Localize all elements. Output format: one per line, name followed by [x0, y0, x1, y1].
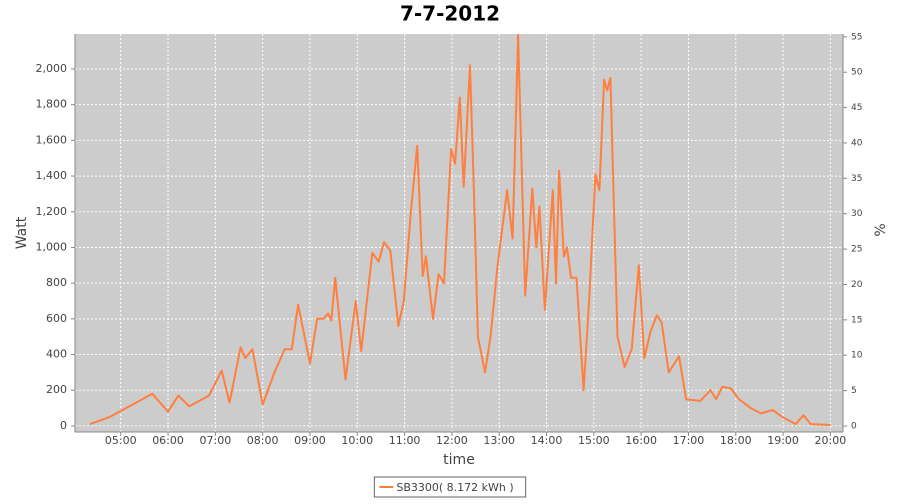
x-tick-label: 14:00 [531, 434, 563, 447]
y-tick-label: 600 [46, 312, 67, 325]
x-tick-label: 09:00 [294, 434, 326, 447]
y2-tick-label: 30 [851, 209, 863, 219]
y-tick-label: 1,800 [36, 98, 68, 111]
y-tick-label: 1,400 [36, 169, 68, 182]
x-tick-label: 06:00 [152, 434, 184, 447]
y-axis-label: Watt [14, 216, 30, 249]
y2-tick-label: 25 [851, 245, 862, 255]
chart-title: 7-7-2012 [400, 2, 500, 26]
y2-tick-label: 50 [851, 68, 863, 78]
y-tick-label: 200 [46, 383, 67, 396]
y2-tick-label: 45 [851, 103, 862, 113]
x-tick-label: 20:00 [815, 434, 847, 447]
y2-tick-label: 40 [851, 138, 863, 148]
x-tick-label: 15:00 [578, 434, 610, 447]
x-tick-label: 05:00 [105, 434, 137, 447]
y-tick-label: 2,000 [36, 62, 68, 75]
y2-tick-label: 0 [851, 421, 857, 431]
plot-area [75, 34, 843, 432]
x-tick-label: 10:00 [341, 434, 373, 447]
y-tick-label: 1,200 [36, 205, 68, 218]
legend-label: SB3300( 8.172 kWh ) [396, 481, 513, 494]
y-tick-label: 400 [46, 348, 67, 361]
x-tick-label: 17:00 [673, 434, 705, 447]
x-tick-label: 08:00 [247, 434, 279, 447]
y2-tick-label: 35 [851, 174, 862, 184]
y2-axis-label: % [873, 223, 889, 236]
y2-tick-label: 20 [851, 280, 863, 290]
legend-box [373, 476, 527, 498]
y2-tick-label: 5 [851, 386, 857, 396]
x-axis-label: time [443, 452, 475, 468]
y2-tick-label: 10 [851, 351, 863, 361]
x-tick-label: 12:00 [436, 434, 468, 447]
y-tick-label: 800 [46, 276, 67, 289]
x-tick-label: 19:00 [767, 434, 799, 447]
x-tick-label: 16:00 [625, 434, 657, 447]
x-tick-label: 11:00 [389, 434, 421, 447]
x-tick-label: 07:00 [200, 434, 232, 447]
legend: SB3300( 8.172 kWh ) [373, 476, 527, 498]
y-tick-label: 1,600 [36, 133, 68, 146]
y2-tick-label: 55 [851, 32, 862, 42]
x-tick-label: 18:00 [720, 434, 752, 447]
y2-tick-label: 15 [851, 315, 862, 325]
data-line [89, 34, 831, 426]
y-tick-label: 0 [60, 419, 67, 432]
x-tick-label: 13:00 [483, 434, 515, 447]
y-tick-label: 1,000 [36, 240, 68, 253]
